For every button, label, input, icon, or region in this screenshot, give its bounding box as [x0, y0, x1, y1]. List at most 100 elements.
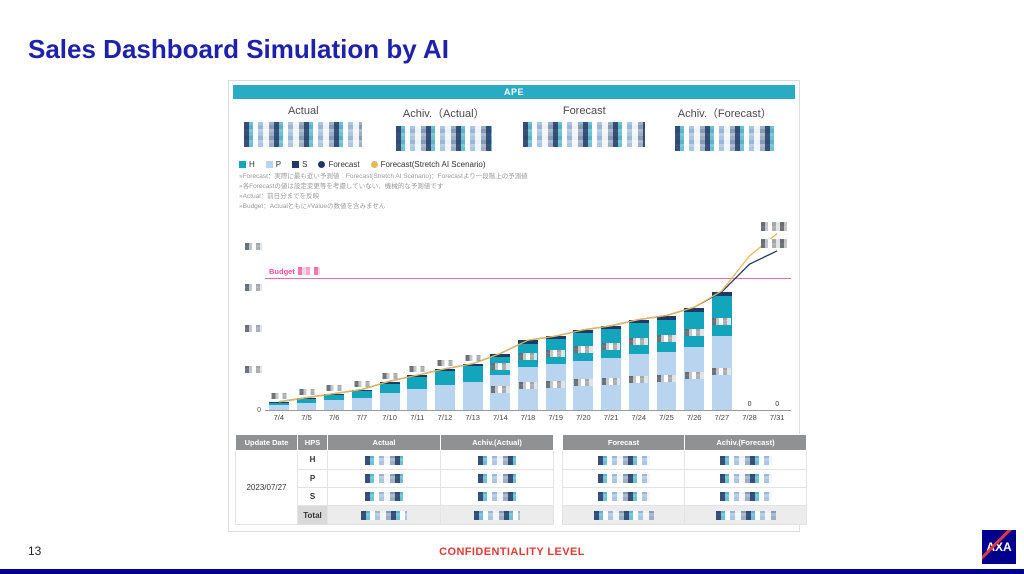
legend-item: P	[265, 160, 281, 169]
censored-value	[365, 474, 403, 484]
bar-segment-h	[435, 371, 455, 385]
legend-label: S	[302, 160, 308, 169]
bar-slot	[542, 220, 570, 411]
value-cell	[684, 468, 807, 489]
bar-slot	[514, 220, 542, 411]
table-row: 2023/07/27 H	[235, 450, 554, 525]
bar-segment-s	[268, 402, 289, 404]
censored-bar-label	[712, 367, 732, 375]
confidentiality-label: CONFIDENTIALITY LEVEL	[439, 546, 585, 558]
budget-label: Budget	[269, 267, 320, 276]
censored-kpi-value	[244, 122, 363, 147]
bar-segment-p	[379, 392, 400, 411]
footnotes: »Forecast：実際に最も近い予測値 Forecast(Stretch AI…	[239, 172, 795, 212]
censored-value	[597, 474, 650, 484]
x-tick-label: 7/20	[576, 413, 591, 423]
footnote-line: »Budget：Actualともに#Valueの数値を含みません	[239, 203, 386, 211]
censored-bar-label	[354, 380, 370, 387]
kpi-achiv-forecast: Achiv.（Forecast）	[655, 105, 796, 151]
bar-segment-s	[407, 375, 428, 378]
value-cell	[562, 450, 685, 470]
bar-slot	[487, 220, 515, 411]
bar-slot	[680, 220, 708, 411]
value-cell	[440, 450, 554, 470]
footnote-line: »各Forecastの値は設定変更等を考慮していない、機械的な予測値です	[239, 183, 444, 191]
value-cell	[327, 468, 441, 489]
censored-y-tick	[245, 242, 262, 250]
bar-segment-s	[490, 353, 511, 357]
kpi-label-achiv-forecast: Achiv.（Forecast）	[677, 108, 772, 120]
column-header: Update Date	[235, 434, 298, 452]
bar-slot	[597, 220, 625, 411]
column-header: Actual	[327, 434, 441, 452]
left-table-body: 2023/07/27 H P S Total	[235, 450, 554, 525]
footnote-line: »Actual：前日分までを反映	[239, 193, 320, 201]
summary-table-left: Update Date HPS Actual Achiv.(Actual) 2023/…	[235, 434, 554, 525]
censored-bar-label	[465, 355, 481, 362]
censored-value	[365, 455, 403, 465]
forecast-lines	[265, 220, 791, 410]
bar-segment-h	[268, 403, 289, 406]
legend-square-icon	[292, 161, 300, 168]
value-cell	[684, 487, 807, 507]
value-cell	[562, 505, 685, 525]
page-title: Sales Dashboard Simulation by AI	[28, 34, 449, 64]
value-cell	[440, 505, 554, 525]
x-tick-label: 7/12	[437, 413, 453, 423]
right-table-body	[562, 450, 807, 525]
censored-bar-label	[490, 362, 510, 370]
censored-value	[597, 492, 650, 502]
x-tick-label: 7/13	[465, 413, 480, 423]
censored-y-tick	[245, 284, 262, 292]
value-cell	[562, 468, 685, 489]
censored-bar-label	[546, 381, 566, 389]
row-label: S	[297, 487, 328, 507]
bar-slot	[653, 220, 681, 411]
censored-bar-label	[629, 376, 649, 384]
legend-label: H	[249, 160, 255, 169]
bar-segment-s	[573, 330, 594, 334]
bar-slot	[265, 220, 293, 411]
legend-square-icon	[239, 161, 246, 168]
bar-slot	[431, 220, 459, 411]
censored-bar-label	[684, 329, 704, 337]
bar-segment-s	[656, 315, 677, 320]
bar-segment-s	[545, 336, 566, 340]
page-number: 13	[28, 544, 42, 558]
bar-segment-h	[684, 311, 705, 347]
censored-y-tick	[245, 325, 262, 333]
censored-value	[478, 474, 516, 484]
censored-bar-label	[409, 366, 425, 373]
censored-kpi-value	[395, 126, 492, 151]
bar-slot	[376, 220, 404, 411]
bar-segment-p	[296, 403, 317, 411]
censored-bar-label	[546, 350, 566, 358]
x-tick-label: 7/10	[382, 413, 397, 423]
censored-bar-label	[437, 360, 453, 367]
legend-dot-icon	[370, 161, 378, 168]
kpi-forecast: Forecast	[514, 105, 655, 151]
row-label: P	[297, 468, 328, 489]
bar-slot	[570, 220, 598, 411]
kpi-achiv-actual: Achiv.（Actual）	[374, 105, 515, 151]
left-table-head: Update Date HPS Actual Achiv.(Actual)	[235, 434, 554, 452]
bar-segment-p	[324, 399, 345, 411]
x-tick-label: 7/25	[659, 413, 674, 423]
censored-value	[719, 455, 772, 465]
censored-bar-label	[629, 338, 649, 346]
legend-square-icon	[265, 161, 273, 168]
censored-bar-label	[490, 386, 510, 394]
bar-segment-h	[407, 377, 428, 389]
censored-value	[597, 455, 650, 465]
table-row: P	[236, 468, 554, 489]
bar-segment-p	[462, 381, 483, 411]
censored-bar-label	[684, 372, 704, 380]
censored-bar-label	[573, 379, 593, 387]
dashboard-header: APE	[233, 85, 795, 99]
x-axis-labels: 7/4 7/5 7/6 7/7 7/10 7/11 7/12 7/13 7/14 7/18 7/19…	[265, 411, 791, 422]
censored-line-end-value	[761, 221, 787, 231]
x-tick-label: 7/31	[769, 413, 785, 423]
zero-value-label: 0	[747, 401, 752, 409]
kpi-actual: Actual	[233, 105, 374, 151]
axa-logo: AXA	[982, 530, 1016, 564]
